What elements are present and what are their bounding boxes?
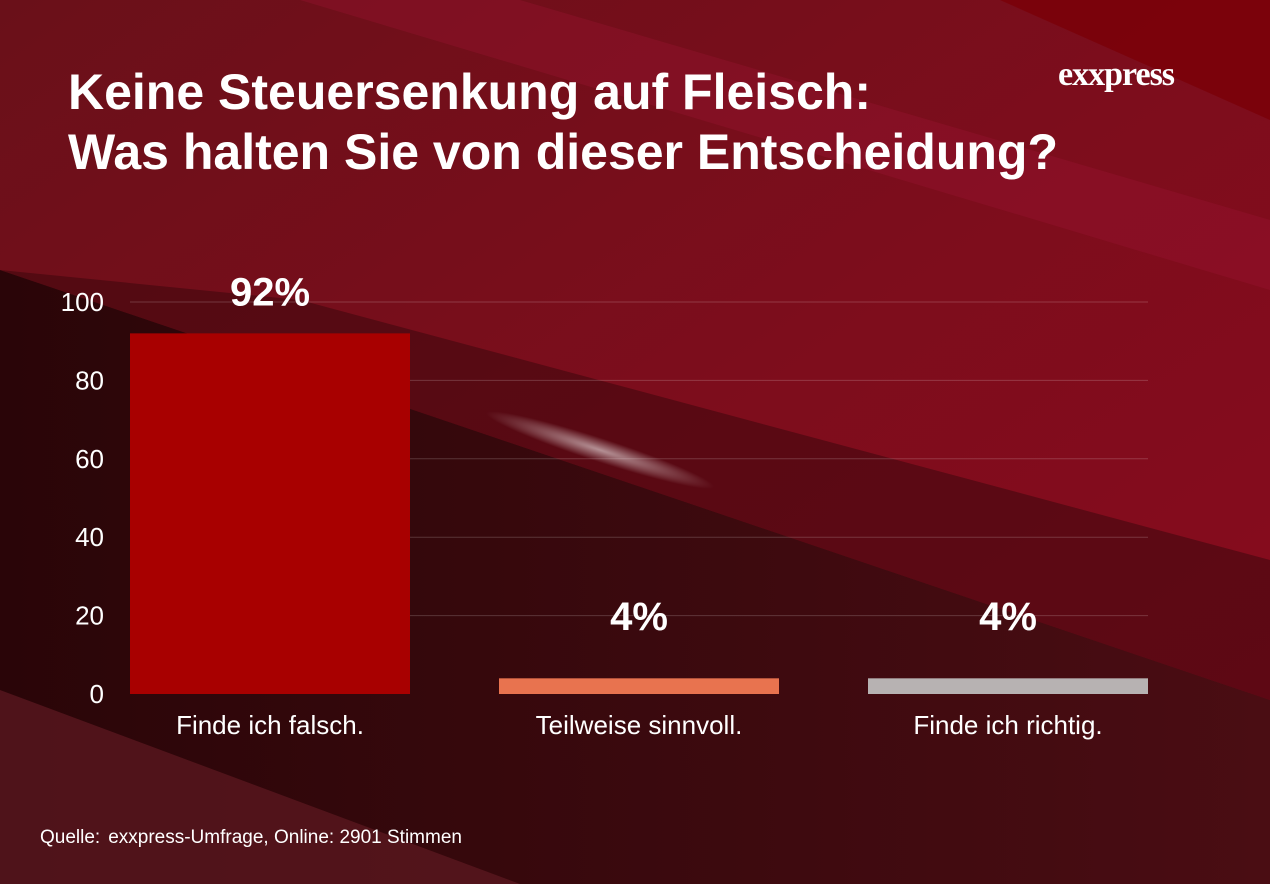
title-line-1: Keine Steuersenkung auf Fleisch: <box>68 64 871 120</box>
bar <box>130 333 410 694</box>
data-label: 4% <box>979 595 1037 639</box>
y-tick-label: 20 <box>75 601 104 631</box>
chart-title: Keine Steuersenkung auf Fleisch: Was hal… <box>68 62 1058 182</box>
source-note: Quelle: exxpress-Umfrage, Online: 2901 St… <box>40 827 462 849</box>
y-tick-label: 100 <box>61 287 104 317</box>
data-label: 92% <box>230 270 310 314</box>
category-label: Finde ich falsch. <box>176 710 364 740</box>
exxpress-logo: exxpress <box>1058 56 1175 93</box>
y-tick-label: 60 <box>75 444 104 474</box>
y-tick-label: 80 <box>75 365 104 395</box>
bar <box>868 678 1148 694</box>
category-label: Teilweise sinnvoll. <box>536 710 743 740</box>
source-text: exxpress-Umfrage, Online: 2901 Stimmen <box>108 827 462 848</box>
data-label: 4% <box>610 595 668 639</box>
source-label: Quelle: <box>40 827 101 848</box>
title-line-2: Was halten Sie von dieser Entscheidung? <box>68 124 1059 180</box>
y-tick-label: 0 <box>90 679 104 709</box>
y-tick-label: 40 <box>75 522 104 552</box>
bar <box>499 678 779 694</box>
category-label: Finde ich richtig. <box>913 710 1102 740</box>
